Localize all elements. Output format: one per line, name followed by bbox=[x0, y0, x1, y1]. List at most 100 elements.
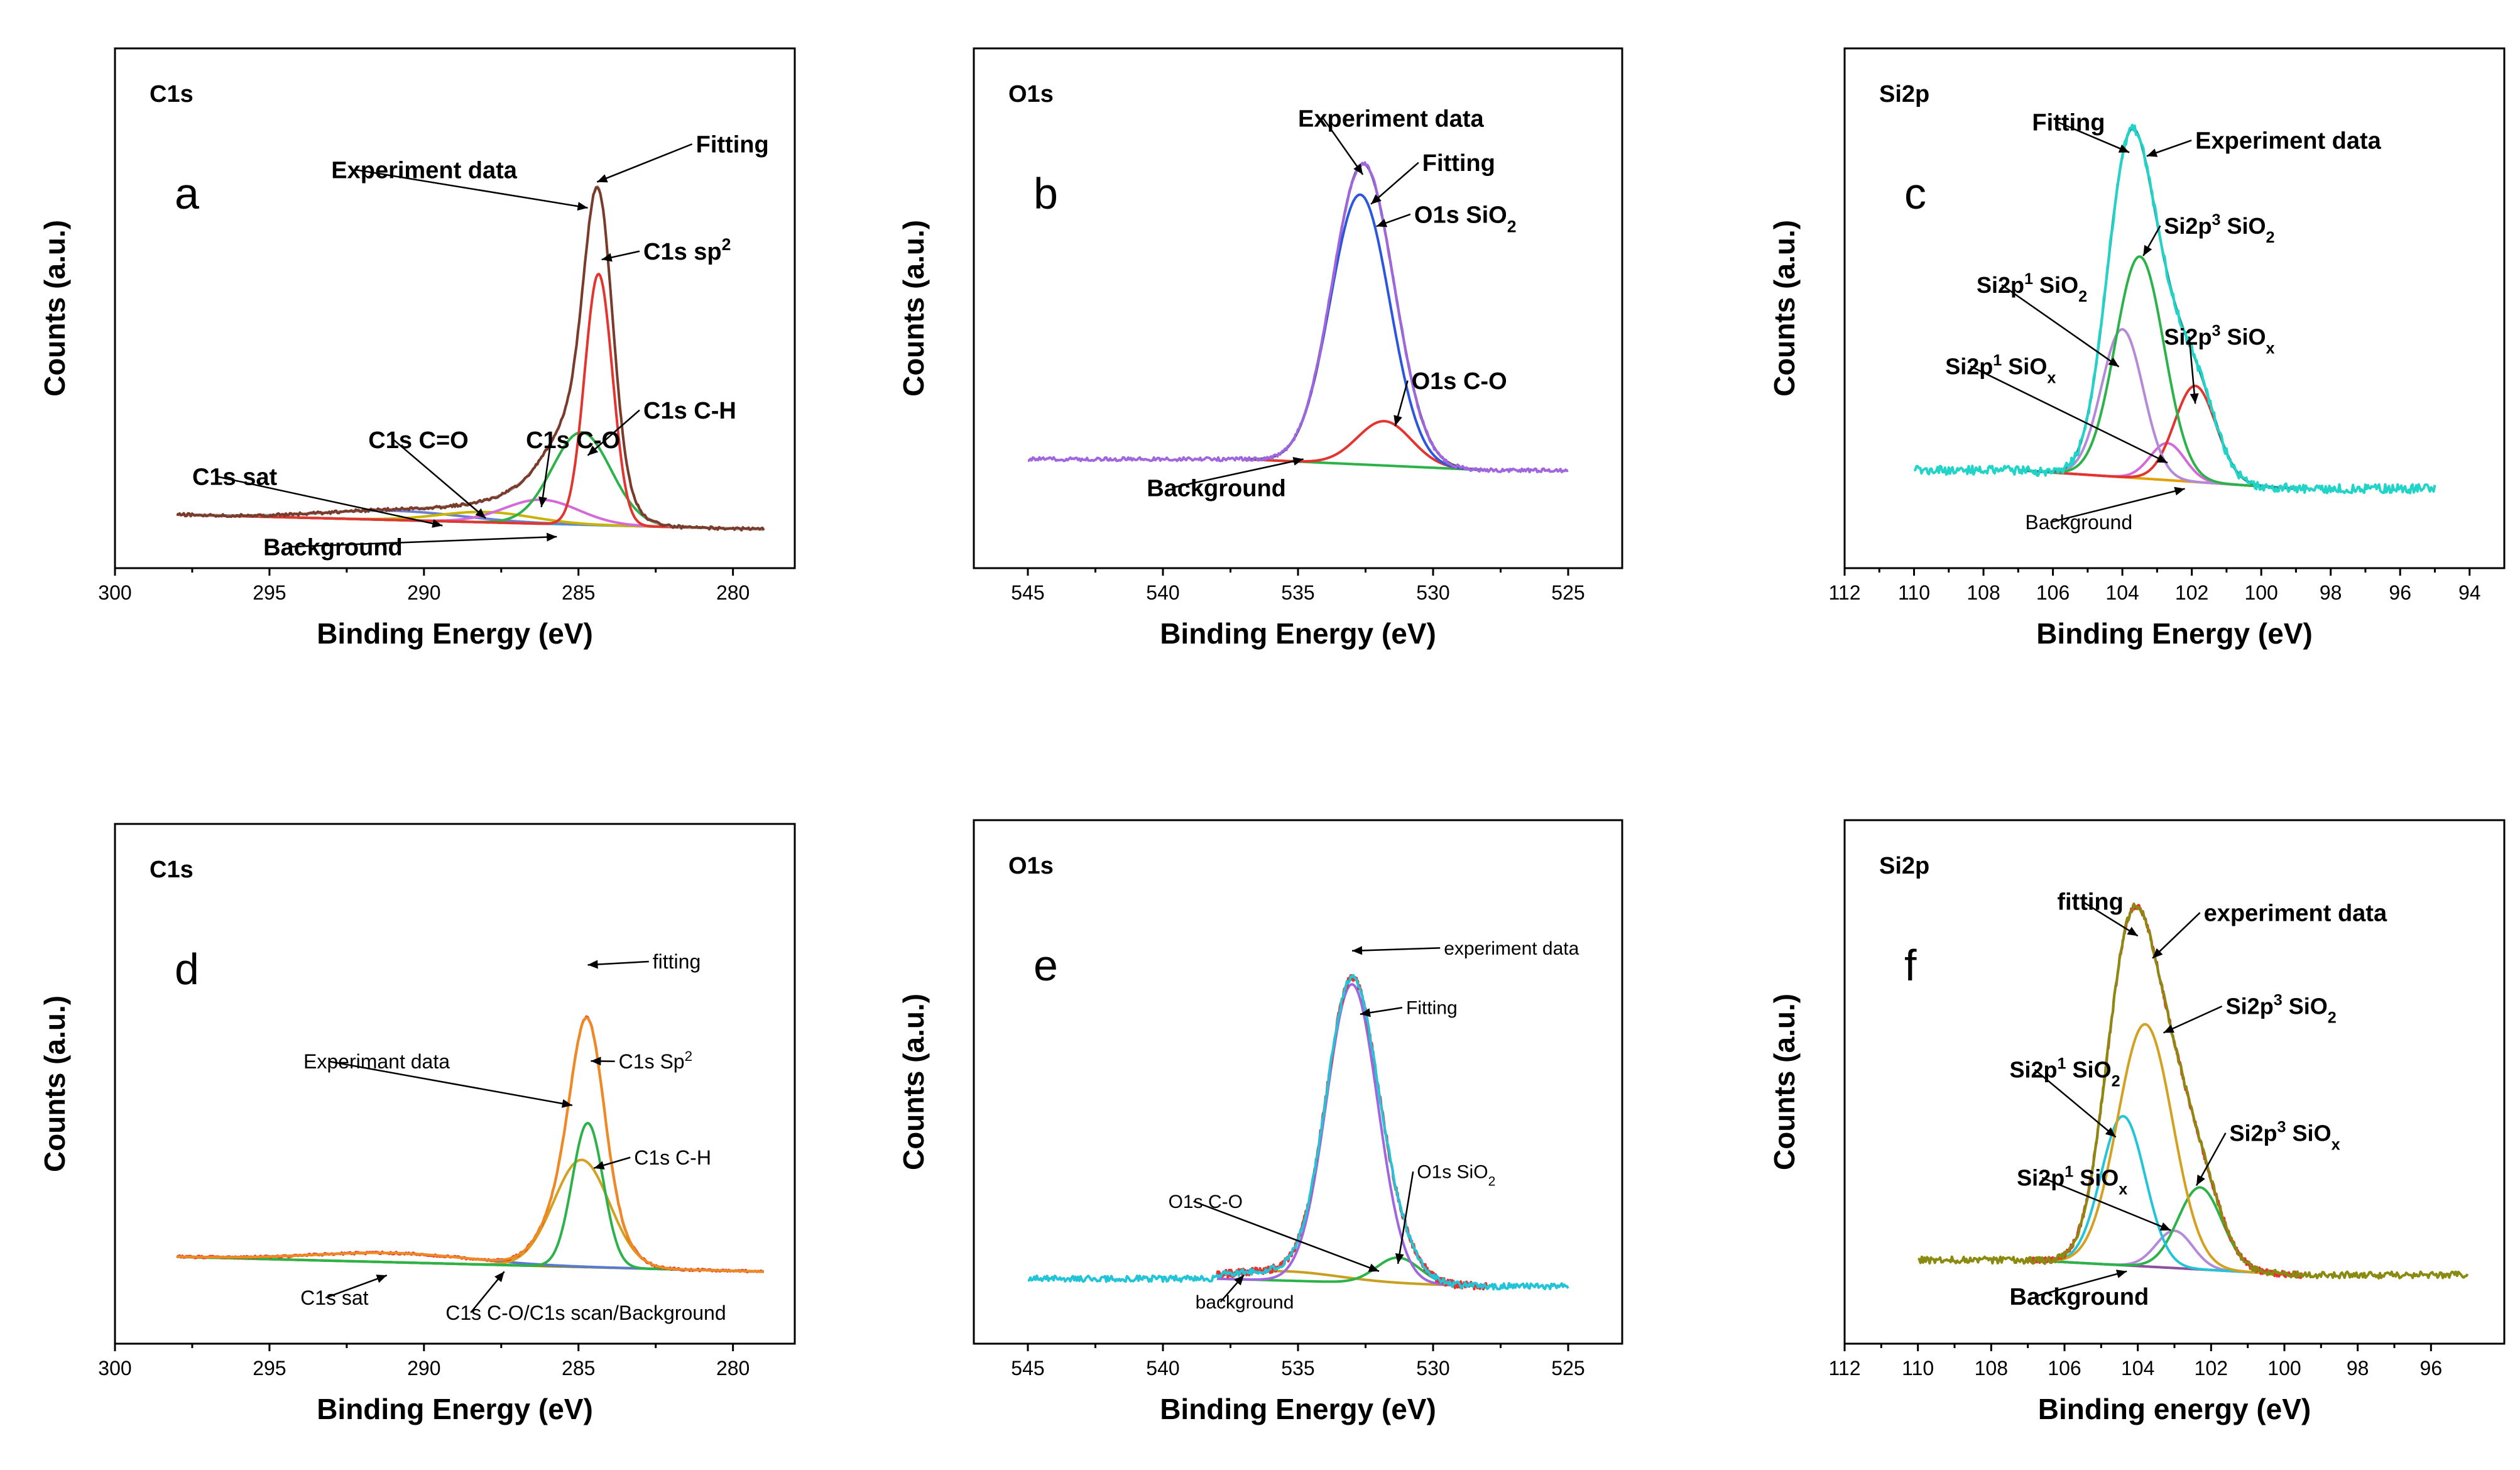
annotation-label: C1s Sp2 bbox=[619, 1048, 692, 1073]
annotation-label: Si2p1 SiOx bbox=[2017, 1163, 2127, 1198]
annotation-arrow bbox=[325, 1275, 388, 1299]
annotation-arrowhead bbox=[2118, 144, 2130, 153]
annotation-arrowhead bbox=[1360, 1008, 1371, 1017]
annotation-arrow bbox=[328, 1060, 573, 1106]
annotation-label: background bbox=[1196, 1292, 1294, 1313]
panel-letter: c bbox=[1904, 169, 1926, 218]
x-tick-label: 540 bbox=[1146, 581, 1179, 604]
annotation-label: Background bbox=[2010, 1284, 2149, 1310]
annotation-arrow bbox=[540, 439, 552, 508]
annotation-arrowhead bbox=[1371, 194, 1382, 204]
annotation-label: Background bbox=[263, 534, 403, 561]
annotation-label: C1s C-O bbox=[526, 427, 620, 454]
series-experiment-data bbox=[2026, 904, 2305, 1280]
panel-letter: d bbox=[175, 945, 199, 994]
series-experiment-data bbox=[176, 186, 765, 532]
panel-d: 300 295 290 285 280 Binding Energy (eV) Counts… bbox=[38, 823, 796, 1425]
series-experiment-data bbox=[1913, 123, 2436, 495]
series-group bbox=[1027, 974, 1569, 1291]
x-tick-label: 300 bbox=[98, 1357, 131, 1379]
annotation-arrowhead bbox=[597, 174, 608, 183]
panel-f: 112 110 108 106 104 102 100 98 96 Binding energy … bbox=[1768, 819, 2506, 1425]
x-tick-label: 535 bbox=[1281, 581, 1314, 604]
plot-frame bbox=[1843, 47, 2506, 569]
annotation-arrowhead bbox=[2115, 1270, 2127, 1278]
x-tick-label: 100 bbox=[2244, 581, 2277, 604]
annotation-arrow bbox=[596, 143, 693, 183]
annotation-label: Si2p3 SiO2 bbox=[2164, 211, 2274, 246]
annotation-label: Fitting bbox=[1422, 150, 1495, 177]
annotation-arrowhead bbox=[594, 1161, 605, 1170]
series-fitting bbox=[1027, 974, 1569, 1291]
x-tick-label: 290 bbox=[407, 581, 440, 604]
annotation-arrowhead bbox=[2143, 244, 2152, 256]
annotation-arrowhead bbox=[1368, 1263, 1379, 1272]
series-fitting bbox=[1917, 902, 2469, 1280]
plot-frame bbox=[1843, 819, 2506, 1345]
annotation-label: C1s C-H bbox=[634, 1146, 711, 1169]
annotation-arrow bbox=[2041, 1177, 2171, 1231]
x-tick-label: 280 bbox=[716, 1357, 750, 1379]
annotation-arrowhead bbox=[494, 1271, 505, 1283]
x-tick-label: 96 bbox=[2389, 581, 2411, 604]
annotation-label: Fitting bbox=[1406, 998, 1458, 1019]
y-axis-label: Counts (a.u.) bbox=[1768, 220, 1801, 397]
series-group bbox=[1913, 123, 2436, 495]
annotation-label: fitting bbox=[653, 950, 701, 973]
annotation-arrowhead bbox=[376, 1275, 387, 1283]
annotation-arrow bbox=[2050, 488, 2185, 524]
x-tick-label: 96 bbox=[2420, 1357, 2443, 1379]
panel-corner-label: O1s bbox=[1008, 853, 1054, 879]
annotation-label: Fitting bbox=[696, 132, 769, 158]
series-group bbox=[176, 185, 765, 532]
annotation-label: fitting bbox=[2057, 889, 2124, 916]
x-tick-label: 110 bbox=[1902, 1357, 1934, 1379]
x-tick-label: 106 bbox=[2048, 1357, 2081, 1379]
annotation-arrowhead bbox=[2108, 357, 2119, 367]
annotation-label: Experiment data bbox=[2195, 128, 2382, 155]
annotation-label: C1s sp2 bbox=[643, 235, 731, 265]
series-c1s-sp2 bbox=[177, 273, 764, 531]
annotation-arrowhead bbox=[1395, 1253, 1404, 1264]
annotation-arrow bbox=[587, 960, 649, 966]
annotation-arrowhead bbox=[2152, 948, 2163, 958]
x-tick-label: 110 bbox=[1898, 581, 1930, 604]
annotation-arrow bbox=[2081, 901, 2139, 937]
annotation-arrowhead bbox=[601, 253, 613, 262]
annotation-arrowhead bbox=[2174, 486, 2185, 496]
annotation-arrow bbox=[587, 409, 640, 456]
x-tick-label: 525 bbox=[1551, 581, 1585, 604]
x-tick-label: 104 bbox=[2121, 1357, 2154, 1379]
annotation-label: Si2p3 SiOx bbox=[2164, 322, 2274, 357]
annotation-arrowhead bbox=[475, 508, 486, 518]
series-fitting bbox=[177, 1016, 764, 1273]
annotations: experiment data Fitting O1s SiO2 O1s C-O bac… bbox=[1169, 938, 1579, 1313]
x-tick-label: 540 bbox=[1146, 1357, 1179, 1379]
x-tick-label: 98 bbox=[2320, 581, 2342, 604]
x-tick-label: 98 bbox=[2347, 1357, 2369, 1379]
panel-corner-label: Si2p bbox=[1879, 853, 1929, 879]
panel-e: 545 540 535 530 525 Binding Energy (eV) Counts… bbox=[897, 819, 1623, 1425]
annotation-arrowhead bbox=[2105, 1127, 2116, 1138]
x-tick-label: 112 bbox=[1828, 581, 1860, 604]
series-group bbox=[1027, 161, 1569, 474]
panel-corner-label: O1s bbox=[1008, 81, 1054, 107]
annotation-label: Si2p1 SiOx bbox=[1945, 351, 2056, 387]
annotation-arrow bbox=[2034, 1068, 2117, 1138]
x-axis-label: Binding energy (eV) bbox=[2038, 1393, 2311, 1425]
annotation-label: O1s C-O bbox=[1169, 1192, 1243, 1212]
annotations: fitting experiment data Si2p3 SiO2 Si2p1 Si… bbox=[2010, 889, 2387, 1310]
annotation-arrow bbox=[2163, 1005, 2223, 1034]
y-axis-label: Counts (a.u.) bbox=[1768, 994, 1801, 1170]
series-experiment-data bbox=[1216, 974, 1488, 1291]
annotation-arrowhead bbox=[2159, 1222, 2171, 1231]
x-tick-label: 295 bbox=[253, 1357, 286, 1379]
x-tick-label: 104 bbox=[2105, 581, 2139, 604]
annotation-arrow bbox=[1370, 162, 1419, 205]
x-axis-label: Binding Energy (eV) bbox=[2036, 617, 2313, 650]
annotation-arrowhead bbox=[2190, 393, 2199, 404]
annotation-arrowhead bbox=[538, 496, 547, 507]
annotation-arrowhead bbox=[432, 519, 443, 528]
